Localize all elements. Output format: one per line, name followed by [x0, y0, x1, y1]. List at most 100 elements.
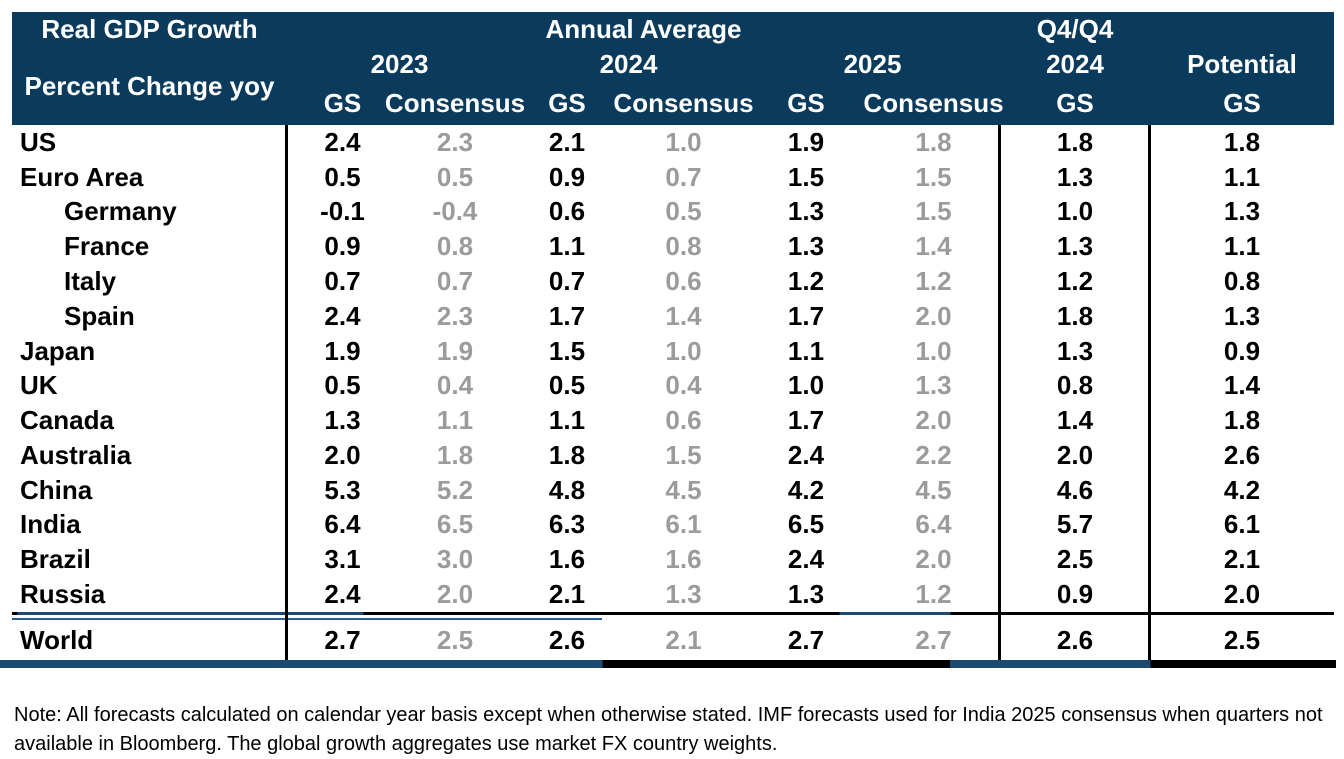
cell-value: 1.0 — [1056, 196, 1094, 227]
cell-value: 1.9 — [787, 126, 825, 157]
cell-value: 6.4 — [915, 509, 952, 540]
cell-value: 2.0 — [436, 579, 474, 610]
world-separator-accent-line — [12, 618, 602, 620]
cell-value: 0.8 — [436, 231, 474, 262]
cell-value: 4.5 — [915, 474, 952, 505]
cell-value: 2.7 — [787, 625, 825, 655]
cell-value: 1.3 — [1056, 161, 1094, 192]
cell-value: 2.4 — [787, 439, 825, 470]
world-row: World 2.7 2.5 2.6 2.1 2.7 2.7 2.6 2.5 — [12, 621, 1334, 660]
column-year-2023: 2023 — [370, 49, 429, 79]
cell-value: 6.5 — [436, 509, 474, 540]
cell-value: 0.7 — [324, 266, 361, 297]
cell-value: 0.7 — [665, 161, 702, 192]
cell-value: 1.3 — [1056, 335, 1094, 366]
cell-value: 2.0 — [915, 405, 952, 436]
cell-value: 1.5 — [548, 335, 586, 366]
cell-value: 3.1 — [324, 544, 361, 575]
cell-value: 0.9 — [324, 231, 361, 262]
row-label: Russia — [20, 579, 106, 610]
cell-value: 1.9 — [324, 335, 361, 366]
cell-value: 1.4 — [1056, 405, 1094, 436]
cell-value: 2.7 — [915, 625, 952, 655]
cell-value: 2.6 — [1056, 625, 1094, 655]
cell-value: 1.3 — [787, 231, 825, 262]
table-row: Japan 1.9 1.9 1.5 1.0 1.1 1.0 1.3 0.9 — [12, 334, 1334, 369]
cell-value: 1.6 — [548, 544, 586, 575]
cell-value: 2.4 — [324, 300, 361, 331]
cell-value: 2.0 — [915, 300, 952, 331]
table-row: Germany -0.1 -0.4 0.6 0.5 1.3 1.5 1.0 1.3 — [12, 195, 1334, 230]
cell-value: 5.3 — [324, 474, 361, 505]
table-row: India 6.4 6.5 6.3 6.1 6.5 6.4 5.7 6.1 — [12, 508, 1334, 543]
row-label: US — [20, 126, 57, 157]
cell-value: 4.6 — [1056, 474, 1094, 505]
vertical-divider-potential — [1148, 125, 1151, 660]
cell-value: 1.8 — [1056, 300, 1094, 331]
cell-value: 2.3 — [436, 126, 474, 157]
column-consensus-2023: Consensus — [384, 88, 526, 118]
table-row: France 0.9 0.8 1.1 0.8 1.3 1.4 1.3 1.1 — [12, 229, 1334, 264]
row-label: France — [64, 231, 150, 262]
cell-value: 1.1 — [1223, 161, 1261, 192]
footnote: Note: All forecasts calculated on calend… — [14, 704, 1323, 755]
cell-value: 2.7 — [324, 625, 361, 655]
row-label: Canada — [20, 405, 114, 436]
cell-value: 1.9 — [436, 335, 474, 366]
cell-value: 0.5 — [436, 161, 474, 192]
cell-value: 6.4 — [324, 509, 361, 540]
table-title: Real GDP Growth — [41, 14, 258, 44]
cell-value: 1.3 — [787, 579, 825, 610]
cell-value: 2.0 — [1223, 579, 1261, 610]
cell-value: 0.4 — [436, 370, 474, 401]
row-label: Italy — [64, 266, 117, 297]
cell-value: 0.6 — [548, 196, 586, 227]
cell-value: 0.6 — [665, 405, 702, 436]
cell-value: 1.4 — [915, 231, 952, 262]
cell-value: 1.5 — [915, 161, 952, 192]
row-label: Euro Area — [20, 161, 144, 192]
cell-value: 1.3 — [665, 579, 702, 610]
cell-value: 1.5 — [665, 439, 702, 470]
cell-value: 0.5 — [324, 370, 361, 401]
cell-value: 0.8 — [1056, 370, 1094, 401]
table-row: Russia 2.4 2.0 2.1 1.3 1.3 1.2 0.9 2.0 — [12, 577, 1334, 612]
cell-value: 2.0 — [1056, 439, 1094, 470]
row-label: World — [20, 625, 94, 655]
cell-value: 0.6 — [665, 266, 702, 297]
cell-value: 1.2 — [787, 266, 825, 297]
cell-value: 1.8 — [548, 439, 586, 470]
world-separator-line — [12, 612, 1334, 615]
cell-value: 1.7 — [787, 300, 825, 331]
column-year-2024: 2024 — [599, 49, 658, 79]
cell-value: -0.4 — [432, 196, 478, 227]
column-q4-year: 2024 — [1046, 49, 1104, 79]
cell-value: 1.2 — [915, 579, 952, 610]
cell-value: 0.9 — [1056, 579, 1094, 610]
cell-value: 1.8 — [1223, 126, 1261, 157]
row-label: Spain — [64, 300, 135, 331]
column-group-q4q4: Q4/Q4 — [1036, 14, 1114, 44]
cell-value: 2.2 — [915, 439, 952, 470]
cell-value: 4.2 — [1223, 474, 1261, 505]
row-label: UK — [20, 370, 58, 401]
cell-value: 1.6 — [665, 544, 702, 575]
cell-value: 6.1 — [665, 509, 702, 540]
cell-value: 1.0 — [915, 335, 952, 366]
cell-value: 1.8 — [1223, 405, 1261, 436]
cell-value: 1.0 — [665, 335, 702, 366]
vertical-divider-countries — [285, 125, 288, 660]
cell-value: 1.1 — [548, 405, 586, 436]
cell-value: 4.2 — [787, 474, 825, 505]
cell-value: 1.4 — [665, 300, 702, 331]
cell-value: 0.5 — [548, 370, 586, 401]
cell-value: 2.6 — [1223, 439, 1261, 470]
cell-value: 2.1 — [1223, 544, 1261, 575]
table-row: UK 0.5 0.4 0.5 0.4 1.0 1.3 0.8 1.4 — [12, 368, 1334, 403]
table-row: Australia 2.0 1.8 1.8 1.5 2.4 2.2 2.0 2.6 — [12, 438, 1334, 473]
column-group-annual-average: Annual Average — [545, 14, 742, 44]
cell-value: 0.5 — [324, 161, 361, 192]
column-gs-potential: GS — [1223, 88, 1261, 118]
cell-value: 3.0 — [436, 544, 474, 575]
cell-value: 1.3 — [1056, 231, 1094, 262]
